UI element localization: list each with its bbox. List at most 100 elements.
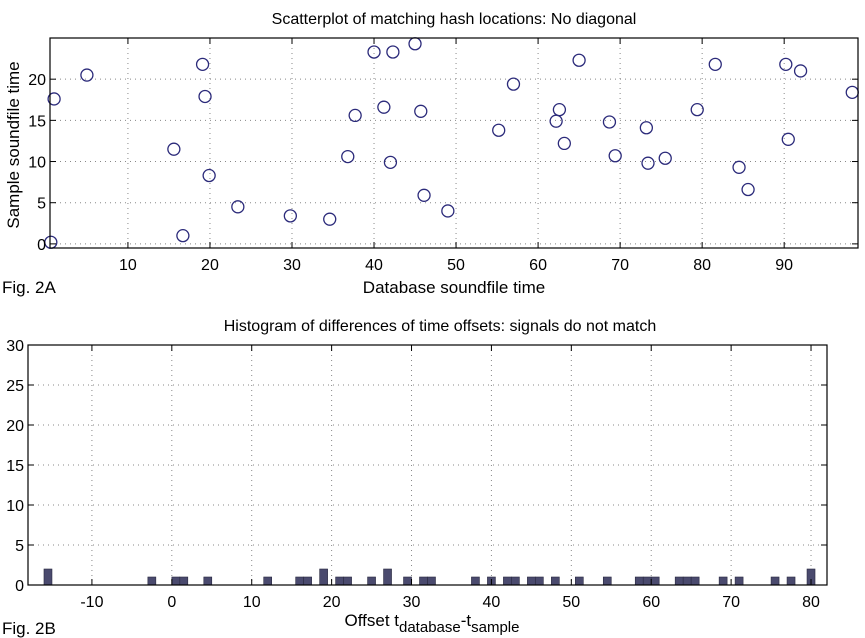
scatter-point <box>176 228 190 243</box>
histogram-y-tick-label: 0 <box>15 578 24 595</box>
histogram-bar <box>718 576 728 586</box>
scatter-point <box>377 100 391 114</box>
scatter-point <box>690 102 704 117</box>
figure-label-2b: Fig. 2B <box>2 619 56 638</box>
scatter-x-tick-label: 60 <box>529 257 547 274</box>
scatter-point <box>408 37 422 51</box>
scatter-point <box>283 209 297 223</box>
histogram-x-tick-label: 40 <box>483 594 501 611</box>
histogram-bar <box>427 576 436 586</box>
scatter-point <box>414 104 428 118</box>
histogram-bar <box>203 576 213 586</box>
xlabel-sub-database: database <box>399 619 461 636</box>
scatter-point <box>195 57 210 72</box>
histogram-bar <box>634 576 644 586</box>
histogram-y-tick-label: 10 <box>6 498 24 515</box>
histogram-bar <box>682 576 692 586</box>
scatter-point <box>167 142 181 156</box>
histogram-bar <box>650 576 660 586</box>
histogram-x-tick-label: 60 <box>642 594 660 611</box>
scatter-point <box>658 151 672 165</box>
histogram-x-tick-label: 50 <box>562 594 580 611</box>
histogram-bar <box>171 576 181 586</box>
histogram-bar <box>403 576 412 586</box>
histogram-bar <box>770 576 780 586</box>
scatter-point <box>549 114 563 128</box>
scatter-y-tick-label: 0 <box>37 237 46 254</box>
histogram-xlabel: Offset tdatabase-tsample <box>345 611 520 636</box>
histogram-bar <box>674 576 684 586</box>
scatter-x-tick-label: 90 <box>775 257 793 274</box>
scatter-point <box>386 45 400 59</box>
scatter-point <box>779 57 793 72</box>
scatter-plot-frame <box>49 37 859 249</box>
histogram-x-tick-label: 80 <box>802 594 820 611</box>
histogram-y-tick-label: 20 <box>6 418 24 435</box>
histogram-bar <box>642 576 652 586</box>
scatter-x-tick-label: 10 <box>119 257 137 274</box>
histogram-bar <box>43 568 53 586</box>
histogram-bar <box>503 576 512 586</box>
scatter-chart: Scatterplot of matching hash locations: … <box>2 11 859 297</box>
histogram-bar <box>471 576 480 586</box>
scatter-x-tick-label: 50 <box>447 257 465 274</box>
histogram-x-tick-label: 0 <box>167 594 176 611</box>
histogram-bar <box>575 576 584 586</box>
histogram-title: Histogram of differences of time offsets… <box>224 318 657 335</box>
scatter-point <box>741 182 755 197</box>
scatter-y-tick-label: 15 <box>28 113 46 130</box>
scatter-point <box>231 200 245 214</box>
scatter-point <box>80 68 94 82</box>
scatter-point <box>793 64 808 78</box>
histogram-plot-frame <box>27 344 828 586</box>
scatter-point <box>781 132 795 146</box>
histogram-bar <box>602 576 612 586</box>
scatter-point <box>708 57 722 72</box>
histogram-x-tick-label: 30 <box>403 594 421 611</box>
scatter-x-tick-label: 30 <box>283 257 301 274</box>
scatter-x-tick-label: 70 <box>611 257 629 274</box>
scatter-point <box>639 121 654 135</box>
scatter-point <box>552 102 567 117</box>
histogram-bar <box>690 576 700 586</box>
histogram-bar <box>263 576 272 586</box>
scatter-ylabel: Sample soundfile time <box>4 61 23 228</box>
scatter-y-tick-label: 20 <box>28 72 46 89</box>
scatter-x-tick-label: 20 <box>201 257 219 274</box>
scatter-point <box>602 115 617 129</box>
histogram-bar <box>419 576 428 586</box>
histogram-x-tick-label: 20 <box>323 594 341 611</box>
histogram-y-tick-label: 15 <box>6 458 24 475</box>
histogram-bar <box>147 576 157 586</box>
scatter-point <box>202 168 216 183</box>
scatter-point <box>845 85 859 100</box>
scatter-title: Scatterplot of matching hash locations: … <box>272 11 637 28</box>
scatter-point <box>417 188 431 202</box>
scatter-point <box>198 89 212 104</box>
xlabel-sub-sample: sample <box>471 619 519 636</box>
scatter-point <box>383 155 398 170</box>
scatter-x-tick-label: 80 <box>693 257 711 274</box>
scatter-point <box>341 149 355 164</box>
histogram-y-tick-label: 5 <box>15 538 24 555</box>
scatter-point <box>506 77 521 91</box>
histogram-bar <box>527 576 536 586</box>
xlabel-part: Offset t <box>345 611 400 630</box>
histogram-y-tick-label: 30 <box>6 338 24 355</box>
scatter-xlabel: Database soundfile time <box>363 278 545 297</box>
histogram-bar <box>734 576 744 586</box>
histogram-x-tick-label: 70 <box>722 594 740 611</box>
histogram-bar <box>535 576 544 586</box>
histogram-bar <box>551 576 560 586</box>
scatter-point <box>608 149 622 163</box>
histogram-bar <box>367 576 376 586</box>
histogram-chart: Histogram of differences of time offsets… <box>2 318 828 638</box>
xlabel-part: -t <box>461 611 472 630</box>
histogram-bar <box>303 576 312 586</box>
histogram-bar <box>335 576 344 586</box>
scatter-point <box>572 53 586 67</box>
histogram-x-tick-label: 10 <box>243 594 261 611</box>
scatter-point <box>367 45 381 59</box>
histogram-x-tick-label: -10 <box>80 594 103 611</box>
